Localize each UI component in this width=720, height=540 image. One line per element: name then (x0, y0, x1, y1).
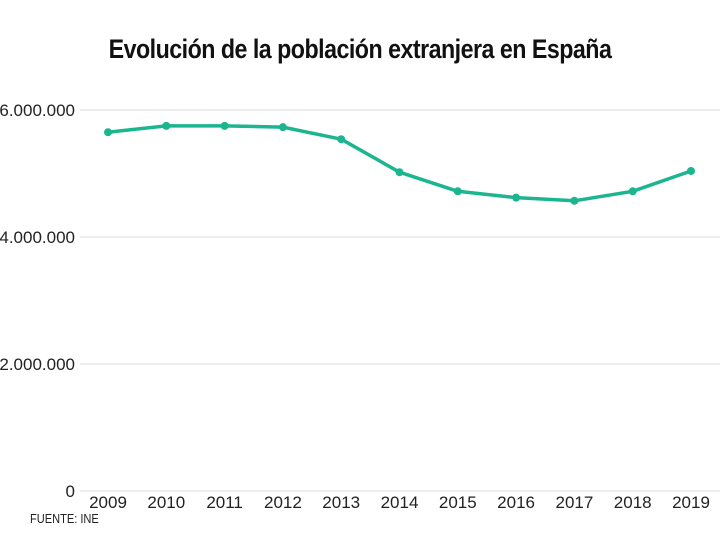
y-axis-ticks: 0 2.000.000 4.000.000 6.000.000 (0, 101, 75, 501)
data-point (628, 187, 637, 196)
x-tick-label: 2019 (672, 493, 710, 512)
data-point (395, 168, 404, 177)
data-point (337, 135, 346, 144)
x-axis-ticks: 2009 2010 2011 2012 2013 2014 2015 2016 2017 2018… (89, 493, 710, 512)
y-tick-label: 2.000.000 (0, 355, 75, 374)
source-note: FUENTE: INE (30, 511, 99, 526)
gridlines (80, 109, 720, 492)
y-tick-label: 6.000.000 (0, 101, 75, 120)
data-point (278, 123, 287, 132)
data-point (104, 128, 112, 137)
data-point (453, 187, 462, 196)
x-tick-label: 2009 (89, 493, 127, 512)
series-group (104, 121, 695, 205)
x-tick-label: 2014 (381, 493, 419, 512)
data-point (162, 121, 171, 130)
data-point (220, 121, 229, 130)
data-point (687, 166, 695, 175)
x-tick-label: 2015 (439, 493, 477, 512)
data-point (570, 196, 579, 205)
x-tick-label: 2018 (614, 493, 652, 512)
chart-title: Evolución de la población extranjera en … (108, 34, 612, 64)
x-tick-label: 2012 (264, 493, 302, 512)
series-line (106, 124, 693, 203)
data-point (512, 193, 521, 202)
x-tick-label: 2011 (206, 493, 243, 512)
y-tick-label: 0 (66, 482, 75, 501)
x-tick-label: 2016 (497, 493, 535, 512)
y-tick-label: 4.000.000 (0, 228, 75, 247)
x-tick-label: 2010 (147, 493, 185, 512)
x-tick-label: 2017 (555, 493, 593, 512)
x-tick-label: 2013 (322, 493, 360, 512)
